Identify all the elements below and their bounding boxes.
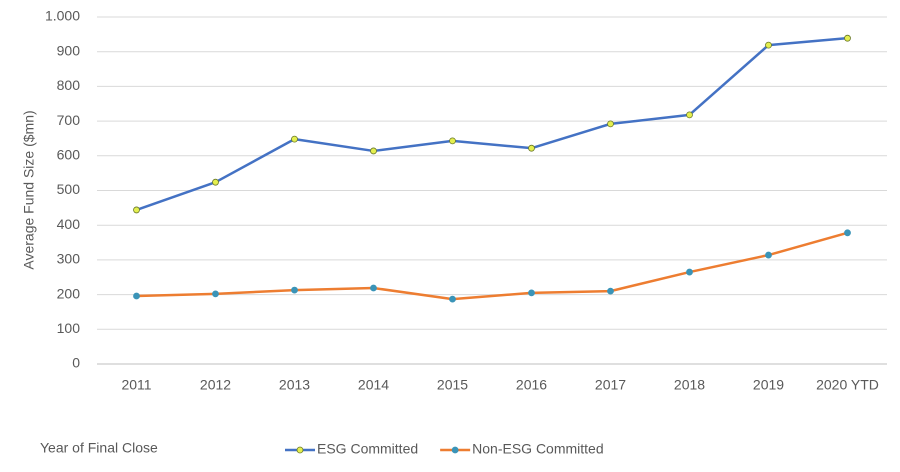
point-marker [449, 137, 456, 145]
point-marker [449, 295, 456, 303]
point-marker [765, 41, 772, 49]
y-tick-label: 1.000 [45, 8, 80, 24]
point-marker [370, 284, 377, 292]
y-tick-label: 700 [57, 112, 81, 128]
y-tick-label: 400 [57, 216, 81, 232]
point-marker [686, 268, 693, 276]
point-marker [607, 287, 614, 295]
x-tick-label: 2013 [279, 377, 310, 393]
point-marker [133, 206, 140, 214]
point-marker [370, 147, 377, 155]
point-marker [607, 120, 614, 128]
point-marker [291, 135, 298, 143]
point-marker [212, 290, 219, 298]
x-tick-label: 2014 [358, 377, 389, 393]
x-tick-label: 2019 [753, 377, 784, 393]
point-marker [133, 292, 140, 300]
x-tick-label: 2020 YTD [816, 377, 879, 393]
x-tick-label: 2018 [674, 377, 705, 393]
x-axis-title: Year of Final Close [40, 440, 158, 456]
point-marker [528, 144, 535, 152]
x-tick-label: 2011 [121, 377, 151, 393]
y-tick-label: 500 [57, 181, 81, 197]
y-tick-label: 300 [57, 251, 81, 267]
y-tick-label: 900 [57, 42, 81, 58]
point-marker [291, 286, 298, 294]
series-line [136, 231, 848, 301]
y-tick-label: 600 [57, 147, 81, 163]
y-tick-label: 800 [57, 77, 81, 93]
point-marker [212, 178, 219, 186]
point-marker [686, 111, 693, 119]
point-marker [844, 34, 851, 42]
legend-marker [296, 446, 304, 454]
y-tick-label: 100 [57, 320, 81, 336]
point-marker [528, 289, 535, 297]
x-tick-label: 2017 [595, 377, 626, 393]
point-marker [765, 251, 772, 259]
x-tick-label: 2016 [516, 377, 547, 393]
x-tick-label: 2015 [437, 377, 468, 393]
y-tick-label: 200 [57, 285, 81, 301]
x-tick-label: 2012 [200, 377, 231, 393]
legend-label: Non-ESG Committed [472, 441, 603, 457]
y-axis-title: Average Fund Size ($mn) [21, 110, 37, 269]
legend-label: ESG Committed [317, 441, 418, 457]
point-marker [844, 229, 851, 237]
legend-marker [451, 446, 459, 454]
series-line [136, 36, 848, 212]
y-tick-label: 0 [72, 355, 80, 371]
